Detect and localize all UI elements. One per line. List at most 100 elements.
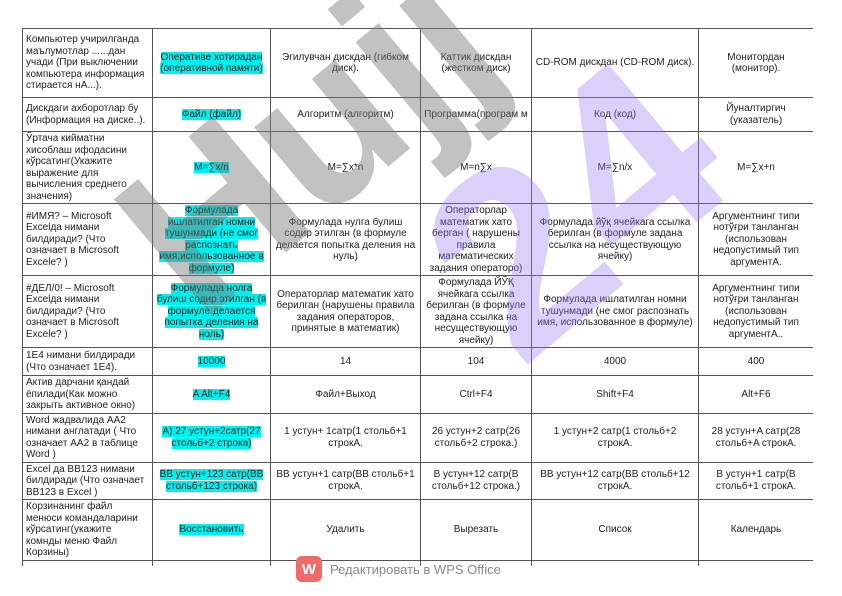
correct-answer-cell: A) 27 устун+2сатр(27 стольб+2 строка): [152, 412, 271, 463]
correct-answer-cell-text: Формулада ишлатилган номни тушунмади (не…: [159, 205, 264, 274]
option-cell-text: M=∑n/x: [597, 161, 633, 173]
table-row: Ўртача кийматни хисоблаш ифодасини кўрса…: [22, 131, 813, 204]
question-cell: Word жадвалида AA2 нимани англатади ( Чт…: [22, 412, 153, 463]
correct-answer-cell: A Alt+F4: [152, 375, 271, 414]
option-cell-text: Формулада ЙЎҚ ячейкага ссылка берилган (…: [426, 277, 526, 346]
option-cell-text: Операторлар математик хато берган ( нару…: [429, 205, 523, 274]
option-cell-text: 1 устун+ 1сатр(1 стольб+1 строкА.: [284, 426, 407, 449]
correct-answer-cell-text: Восстановить: [179, 524, 244, 535]
option-cell-text: Формулада ишлатилган номни тушунмади (не…: [537, 294, 693, 329]
option-cell-text: Ctrl+F4: [459, 388, 493, 400]
question-cell: Дискдаги ахборотлар бу (Информация на ди…: [22, 97, 153, 132]
option-cell-text: BB устун+12 сатр(BB стольб+12 строкА.: [540, 469, 690, 492]
option-cell-text: Эгилувчан дискдан (гибком диск).: [282, 51, 409, 75]
correct-answer-cell-text: Файл (файл): [181, 108, 242, 120]
correct-answer-cell: 10000: [152, 347, 271, 376]
question-cell-text: 1E4 нимани билдиради (Что означает 1E4).: [26, 350, 136, 373]
option-cell: 26 устун+2 сатр(26 стольб+2 строка.): [420, 412, 532, 463]
option-cell: Монитордан (монитор).: [698, 28, 813, 98]
option-cell: Операторлар математик хато берган ( нару…: [420, 203, 532, 276]
table-row: Excel да BB123 нимани билдиради (Что озн…: [22, 461, 813, 500]
question-cell-text: Корзинанинг файл менюси командаларини кў…: [26, 501, 138, 558]
question-cell: Ўртача кийматни хисоблаш ифодасини кўрса…: [22, 131, 153, 204]
correct-answer-cell: Файл (файл): [152, 97, 271, 132]
option-cell-text: Алгоритм (алгоритм): [297, 108, 394, 120]
correct-answer-cell: Восстановить: [152, 499, 271, 561]
wps-logo-icon: W: [296, 556, 322, 582]
question-cell: 1E4 нимани билдиради (Что означает 1E4).: [22, 347, 153, 376]
option-cell: Операторлар математик хато берилган (нар…: [270, 275, 421, 348]
option-cell: Формулада ишлатилган номни тушунмади (не…: [531, 275, 699, 348]
question-cell: #ИМЯ? – Microsoft Excelда нимани билдира…: [22, 203, 153, 276]
question-cell-text: Word жадвалида AA2 нимани англатади ( Чт…: [26, 414, 138, 461]
quiz-table: Компьютер учирилганда маълумотлар ......…: [22, 28, 813, 566]
correct-answer-cell-text: A) 27 устун+2сатр(27 стольб+2 строка): [162, 426, 261, 449]
option-cell-text: Формулада йўқ ячейкага ссылка берилган (…: [539, 216, 691, 263]
option-cell-text: 14: [339, 355, 352, 367]
option-cell: M=n∑x: [420, 131, 532, 204]
option-cell-text: Shift+F4: [596, 388, 634, 400]
option-cell-text: 1 устун+2 сатр(1 стольб+2 строкА.: [553, 426, 677, 449]
option-cell: BB устун+12 сатр(BB стольб+12 строкА.: [531, 461, 699, 500]
option-cell: 104: [420, 347, 532, 376]
option-cell-text: Alt+F6: [741, 388, 771, 400]
option-cell-text: 26 устун+2 сатр(26 стольб+2 строка.): [431, 426, 521, 449]
table-row: Компьютер учирилганда маълумотлар ......…: [22, 28, 813, 98]
option-cell-text: M=∑x+n: [737, 161, 775, 173]
option-cell: Формулада нулга булиш содир этилган (в ф…: [270, 203, 421, 276]
option-cell-text: B устун+1 сатр(B стольб+1 строкА.: [715, 469, 797, 492]
option-cell: Alt+F6: [698, 375, 813, 414]
table-row: Матн булагини қандай учирилади.(КакБулак…: [22, 559, 813, 566]
option-cell: Аргументнинг типи нотўғри танланган (исп…: [698, 203, 813, 276]
option-cell: Файл+Выход: [270, 375, 421, 414]
option-cell: .Backspace: [698, 559, 813, 566]
correct-answer-cell: Формулада нолга булиш содир этилган (в ф…: [152, 275, 271, 348]
wps-edit-banner[interactable]: W Редактировать в WPS Office: [296, 556, 501, 582]
option-cell: Код (код): [531, 97, 699, 132]
option-cell-text: Формулада нулга булиш содир этилган (в ф…: [275, 216, 416, 263]
option-cell: Вырезать: [420, 499, 532, 561]
option-cell: Календарь: [698, 499, 813, 561]
option-cell: 28 устун+A сатр(28 стольб+A строкА.: [698, 412, 813, 463]
option-cell: Алгоритм (алгоритм): [270, 97, 421, 132]
option-cell-text: M=n∑x: [460, 161, 492, 173]
option-cell-text: BB устун+1 сатр(BB стольб+1 строкА.: [276, 469, 415, 492]
option-cell-text: 28 устун+A сатр(28 стольб+A строкА.: [711, 426, 801, 449]
option-cell-text: Программа(програм м: [424, 108, 528, 120]
option-cell-text: Операторлар математик хато берилган (нар…: [276, 288, 415, 335]
option-cell-text: Календарь: [730, 524, 782, 535]
option-cell-text: CD-ROM дискдан (CD-ROM диск).: [535, 57, 695, 69]
question-cell-text: Дискдаги ахборотлар бу (Информация на ди…: [26, 103, 146, 126]
option-cell: Аргументнинг типи нотўғри танланган (исп…: [698, 275, 813, 348]
option-cell: B устун+1 сатр(B стольб+1 строкА.: [698, 461, 813, 500]
option-cell-text: Аргументнинг типи нотўғри танланган (исп…: [712, 210, 800, 268]
option-cell: Shift+F4: [531, 375, 699, 414]
option-cell: 14: [270, 347, 421, 376]
correct-answer-cell-text: BB устун+123 сатр(BB стольб+123 строка): [159, 469, 264, 492]
question-cell: Компьютер учирилганда маълумотлар ......…: [22, 28, 153, 98]
option-cell: 1 устун+2 сатр(1 стольб+2 строкА.: [531, 412, 699, 463]
option-cell-text: 4000: [603, 355, 627, 367]
option-cell: Эгилувчан дискдан (гибком диск).: [270, 28, 421, 98]
option-cell-text: Вырезать: [453, 524, 499, 535]
question-cell: Корзинанинг файл менюси командаларини кў…: [22, 499, 153, 561]
option-cell: M=∑x+n: [698, 131, 813, 204]
correct-answer-cell-text: Оперативе хотирадан (оперативной памяти): [160, 51, 263, 74]
table-row: 1E4 нимани билдиради (Что означает 1E4).…: [22, 347, 813, 376]
option-cell-text: M=∑x*n: [327, 161, 364, 173]
option-cell-text: Аргументнинг типи нотўғри танланган (исп…: [712, 282, 800, 340]
document-page: Компьютер учирилганда маълумотлар ......…: [22, 28, 813, 566]
option-cell-text: 104: [467, 355, 485, 367]
table-row: #ДЕЛ/0! – Microsoft Excelда нимани билди…: [22, 275, 813, 348]
option-cell-text: Удалить: [326, 524, 365, 535]
option-cell: 400: [698, 347, 813, 376]
option-cell: Ctrl+F4: [420, 375, 532, 414]
table-row: Дискдаги ахборотлар бу (Информация на ди…: [22, 97, 813, 132]
correct-answer-cell-text: 10000: [197, 355, 226, 367]
option-cell-text: Файл+Выход: [315, 388, 376, 400]
question-cell-text: Ўртача кийматни хисоблаш ифодасини кўрса…: [26, 133, 127, 202]
wps-edit-text[interactable]: Редактировать в WPS Office: [330, 561, 501, 577]
question-cell: Актив дарчани қандай ёпилади(Как можно з…: [22, 375, 153, 414]
correct-answer-cell: BB устун+123 сатр(BB стольб+123 строка): [152, 461, 271, 500]
question-cell-text: #ДЕЛ/0! – Microsoft Excelда нимани билди…: [26, 282, 119, 340]
